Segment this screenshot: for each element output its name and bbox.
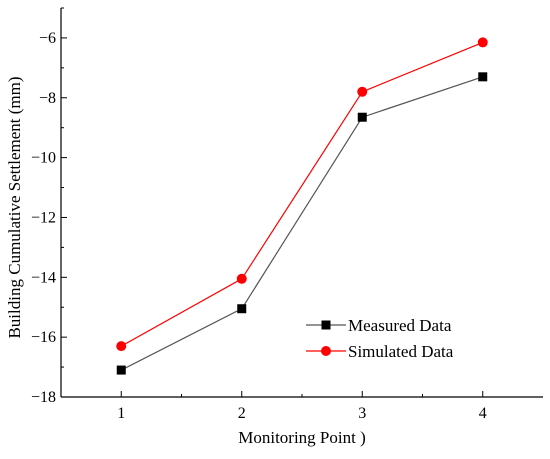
x-tick-label: 4 <box>479 405 487 422</box>
y-tick-label: −6 <box>39 30 56 47</box>
data-point-measured <box>478 72 488 82</box>
y-tick-label: −16 <box>31 329 56 346</box>
data-point-simulated <box>357 86 368 97</box>
y-tick-label: −12 <box>31 209 56 226</box>
legend-marker-measured <box>321 320 331 330</box>
data-point-simulated <box>477 37 488 48</box>
series-layer <box>116 37 488 375</box>
y-tick-label: −10 <box>31 150 56 167</box>
y-tick-label: −18 <box>31 389 56 406</box>
x-tick-label: 1 <box>117 405 125 422</box>
data-point-measured <box>357 112 367 122</box>
series-line-0 <box>121 76 483 371</box>
axes: −18 −16 −14 −12 −10 −8 −6 1 2 3 4 <box>31 7 543 422</box>
data-point-simulated <box>236 273 247 284</box>
legend-label-1: Simulated Data <box>348 342 454 361</box>
x-tick-label: 3 <box>358 405 366 422</box>
legend: Measured Data Simulated Data <box>306 316 454 361</box>
series-line-1 <box>121 41 484 347</box>
data-point-measured <box>116 365 126 375</box>
x-axis-title: Monitoring Point ) <box>238 428 366 447</box>
y-axis-title: Building Cumulative Settlement (mm) <box>5 76 24 338</box>
y-tick-label: −14 <box>31 269 56 286</box>
x-tick-label: 2 <box>238 405 246 422</box>
data-point-simulated <box>116 341 127 352</box>
y-tick-label: −8 <box>39 90 56 107</box>
legend-marker-simulated <box>321 346 331 356</box>
data-point-measured <box>237 304 247 314</box>
legend-label-0: Measured Data <box>348 316 452 335</box>
